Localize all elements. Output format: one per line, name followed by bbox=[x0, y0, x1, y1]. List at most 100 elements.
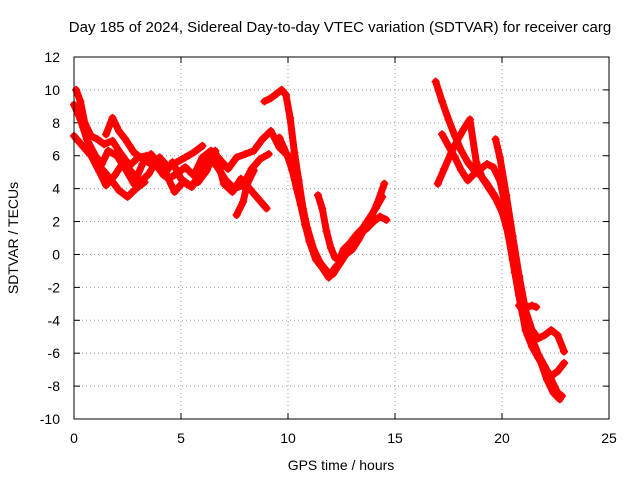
data-point bbox=[331, 253, 340, 262]
data-point bbox=[117, 150, 126, 159]
series-line bbox=[98, 165, 149, 201]
data-point bbox=[241, 150, 250, 159]
data-point bbox=[376, 212, 385, 221]
series-track-14 bbox=[515, 299, 541, 312]
series-track-6 bbox=[232, 166, 258, 219]
data-point bbox=[358, 224, 367, 233]
data-point bbox=[177, 174, 185, 183]
data-point bbox=[284, 153, 292, 162]
data-point bbox=[243, 179, 252, 188]
data-point bbox=[457, 166, 466, 175]
y-tick-label: 4 bbox=[52, 181, 60, 197]
data-point bbox=[290, 148, 299, 157]
data-point bbox=[72, 85, 81, 94]
series-track-3 bbox=[72, 85, 271, 213]
y-tick-label: -10 bbox=[40, 411, 60, 427]
data-point bbox=[138, 155, 147, 164]
data-point bbox=[380, 179, 389, 188]
data-point bbox=[198, 141, 207, 150]
data-point bbox=[491, 135, 500, 144]
y-tick-label: 0 bbox=[52, 246, 60, 262]
data-point bbox=[127, 168, 136, 177]
data-point bbox=[459, 125, 468, 134]
data-point bbox=[311, 255, 320, 264]
data-point bbox=[288, 166, 297, 175]
data-point bbox=[313, 191, 322, 200]
data-point bbox=[465, 115, 474, 124]
series-track-13 bbox=[491, 135, 566, 400]
data-point bbox=[483, 159, 492, 168]
data-point bbox=[232, 210, 241, 219]
data-point bbox=[202, 166, 211, 175]
data-point bbox=[87, 131, 96, 140]
data-point bbox=[485, 184, 494, 193]
y-tick-labels: -10 -8 -6 -4 -2 0 2 4 6 8 10 12 bbox=[40, 49, 60, 427]
data-point bbox=[104, 146, 113, 155]
data-point bbox=[147, 159, 156, 168]
data-point bbox=[371, 204, 380, 213]
data-point bbox=[450, 153, 459, 162]
data-point bbox=[181, 153, 190, 162]
data-point bbox=[97, 164, 106, 173]
data-point bbox=[339, 245, 348, 254]
y-tick-label: 8 bbox=[52, 115, 60, 131]
series-track-4 bbox=[102, 113, 207, 172]
data-point bbox=[87, 151, 96, 160]
data-point bbox=[515, 271, 524, 280]
data-point bbox=[172, 158, 181, 167]
data-point bbox=[129, 148, 138, 157]
data-point bbox=[262, 204, 271, 213]
data-point bbox=[305, 237, 314, 246]
data-point bbox=[519, 299, 528, 308]
data-point bbox=[170, 187, 179, 196]
data-point bbox=[80, 118, 89, 127]
data-point bbox=[164, 163, 173, 172]
plot-frame bbox=[73, 56, 610, 420]
y-tick-label: -8 bbox=[48, 378, 61, 394]
data-point bbox=[292, 184, 301, 193]
data-point bbox=[78, 141, 87, 150]
y-tick-label: 12 bbox=[44, 49, 60, 65]
data-point bbox=[534, 350, 543, 359]
data-point bbox=[463, 158, 472, 167]
data-point bbox=[560, 359, 569, 368]
series-line bbox=[261, 86, 388, 278]
data-point bbox=[296, 201, 305, 210]
data-point bbox=[279, 143, 288, 152]
data-point bbox=[515, 301, 524, 310]
y-tick-label: 6 bbox=[52, 148, 60, 164]
data-point bbox=[318, 263, 327, 272]
data-point bbox=[123, 192, 132, 201]
data-point bbox=[346, 238, 355, 247]
data-point bbox=[322, 227, 331, 236]
y-tick-label: -6 bbox=[48, 345, 61, 361]
data-point bbox=[281, 90, 290, 99]
data-point bbox=[491, 194, 500, 203]
data-point bbox=[108, 113, 117, 122]
data-point bbox=[258, 135, 267, 144]
data-point bbox=[189, 148, 198, 157]
data-point bbox=[335, 255, 344, 264]
x-axis-label: GPS time / hours bbox=[288, 457, 395, 473]
data-point bbox=[140, 178, 149, 187]
data-point bbox=[277, 85, 286, 94]
data-point bbox=[540, 331, 549, 340]
data-point bbox=[433, 179, 442, 188]
data-point bbox=[301, 220, 310, 229]
data-point bbox=[547, 326, 556, 335]
data-point bbox=[431, 77, 440, 86]
data-point bbox=[273, 89, 282, 98]
data-point bbox=[121, 135, 130, 144]
data-point bbox=[495, 153, 504, 162]
x-tick-label: 15 bbox=[387, 430, 403, 446]
axis-ticks bbox=[73, 56, 610, 420]
data-point bbox=[228, 187, 237, 196]
data-point bbox=[114, 186, 123, 195]
data-point bbox=[108, 136, 117, 145]
data-point bbox=[239, 197, 248, 206]
data-point bbox=[219, 179, 228, 188]
data-point bbox=[523, 303, 532, 312]
data-point bbox=[102, 181, 111, 190]
data-point bbox=[527, 334, 536, 343]
data-point bbox=[224, 164, 233, 173]
